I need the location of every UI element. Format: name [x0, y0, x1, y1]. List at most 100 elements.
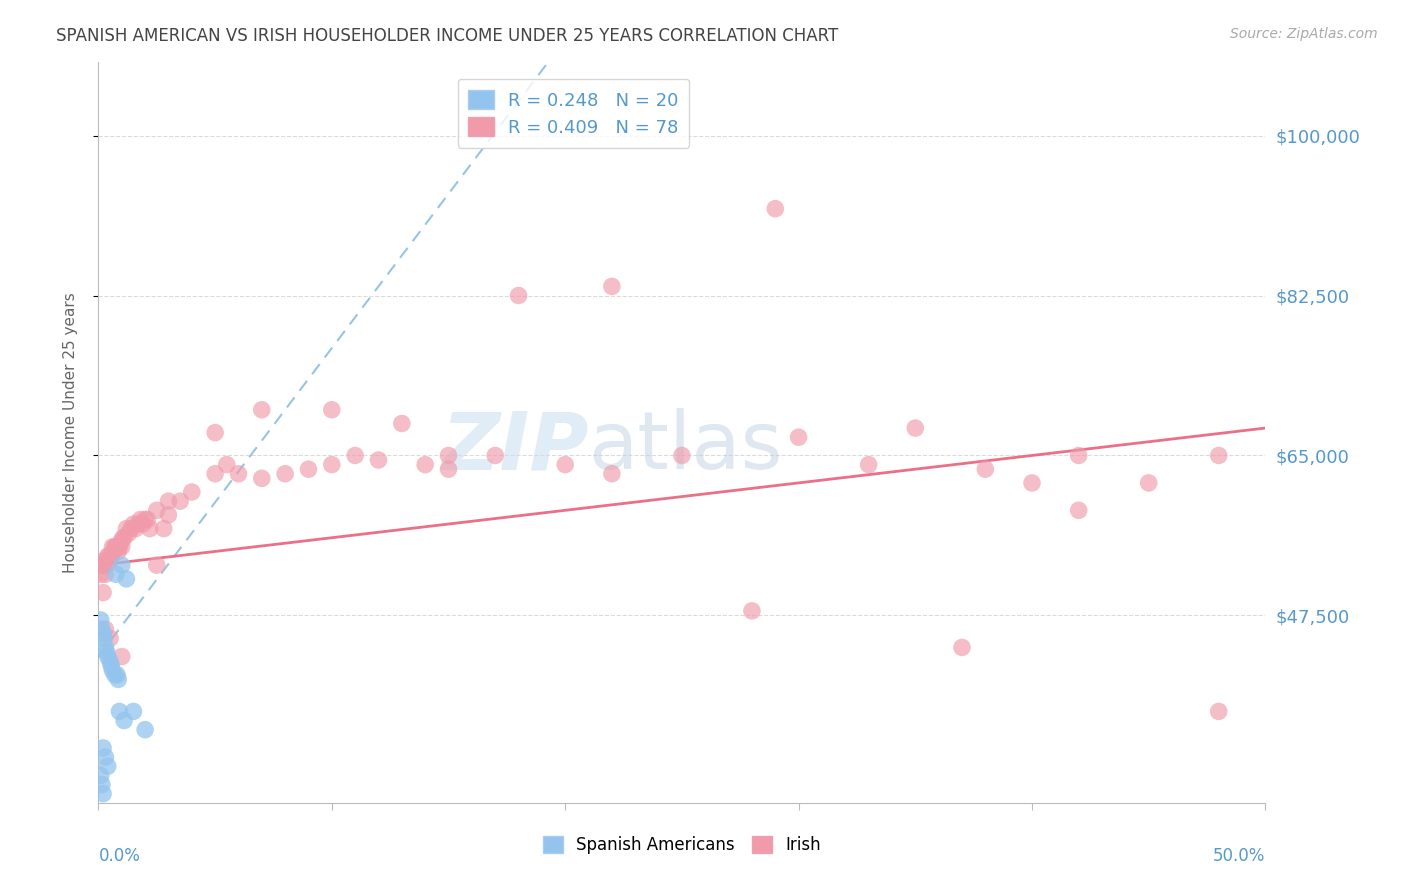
Point [1208, 449, 1230, 463]
Point [132, 516, 155, 531]
Point [91, 626, 114, 640]
Point [90, 768, 112, 782]
Point [111, 531, 134, 545]
Point [129, 512, 152, 526]
Point [104, 540, 127, 554]
Point [118, 526, 141, 541]
Point [108, 540, 131, 554]
Text: SPANISH AMERICAN VS IRISH HOUSEHOLDER INCOME UNDER 25 YEARS CORRELATION CHART: SPANISH AMERICAN VS IRISH HOUSEHOLDER IN… [56, 27, 838, 45]
Point [105, 540, 128, 554]
Point [297, 462, 319, 476]
Point [104, 668, 127, 682]
Point [97, 759, 120, 773]
Point [1067, 449, 1090, 463]
Point [103, 544, 125, 558]
Point [139, 522, 162, 536]
Point [787, 430, 810, 444]
Point [413, 458, 436, 472]
Point [97, 649, 120, 664]
Point [91, 558, 114, 573]
Point [90, 613, 112, 627]
Point [90, 567, 112, 582]
Point [104, 567, 127, 582]
Point [101, 663, 124, 677]
Point [94, 750, 117, 764]
Point [146, 558, 169, 573]
Point [134, 512, 156, 526]
Point [1021, 475, 1043, 490]
Point [98, 654, 121, 668]
Point [367, 453, 389, 467]
Point [1137, 475, 1160, 490]
Point [96, 645, 118, 659]
Point [122, 705, 145, 719]
Point [157, 508, 180, 522]
Point [98, 553, 121, 567]
Point [91, 741, 114, 756]
Point [134, 723, 156, 737]
Point [600, 279, 623, 293]
Point [1208, 705, 1230, 719]
Point [94, 567, 117, 582]
Point [108, 705, 131, 719]
Point [100, 549, 122, 563]
Point [111, 558, 134, 573]
Point [741, 604, 763, 618]
Point [93, 553, 115, 567]
Point [321, 402, 343, 417]
Point [120, 522, 142, 536]
Point [97, 549, 120, 563]
Point [250, 402, 273, 417]
Point [97, 549, 120, 563]
Point [91, 585, 114, 599]
Point [180, 485, 202, 500]
Point [93, 632, 115, 646]
Point [204, 467, 226, 481]
Text: Source: ZipAtlas.com: Source: ZipAtlas.com [1230, 27, 1378, 41]
Point [250, 471, 273, 485]
Point [858, 458, 880, 472]
Point [90, 622, 112, 636]
Point [127, 516, 149, 531]
Point [157, 494, 180, 508]
Point [115, 522, 138, 536]
Point [974, 462, 997, 476]
Point [437, 449, 460, 463]
Point [94, 622, 117, 636]
Point [554, 458, 576, 472]
Point [122, 516, 145, 531]
Point [107, 673, 129, 687]
Point [228, 467, 250, 481]
Text: atlas: atlas [589, 409, 783, 486]
Point [112, 531, 135, 545]
Point [91, 787, 114, 801]
Point [274, 467, 297, 481]
Point [105, 668, 128, 682]
Point [104, 540, 127, 554]
Legend: Spanish Americans, Irish: Spanish Americans, Irish [537, 830, 827, 861]
Y-axis label: Householder Income Under 25 years: Householder Income Under 25 years [63, 293, 77, 573]
Point [344, 449, 367, 463]
Point [600, 467, 623, 481]
Point [671, 449, 693, 463]
Text: ZIP: ZIP [441, 409, 589, 486]
Point [90, 558, 112, 573]
Text: 0.0%: 0.0% [98, 847, 141, 865]
Point [484, 449, 506, 463]
Point [321, 458, 343, 472]
Point [115, 572, 138, 586]
Point [136, 512, 159, 526]
Point [763, 202, 786, 216]
Point [98, 632, 121, 646]
Point [112, 714, 135, 728]
Point [111, 540, 134, 554]
Point [169, 494, 191, 508]
Point [1067, 503, 1090, 517]
Point [110, 535, 132, 549]
Point [215, 458, 238, 472]
Point [101, 540, 124, 554]
Point [437, 462, 460, 476]
Point [146, 503, 169, 517]
Text: 50.0%: 50.0% [1213, 847, 1265, 865]
Point [391, 417, 413, 431]
